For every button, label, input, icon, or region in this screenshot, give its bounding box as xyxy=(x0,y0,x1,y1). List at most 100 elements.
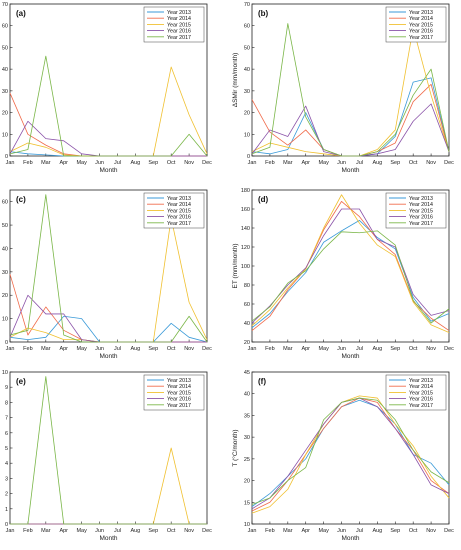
legend-entry: Year 2016 xyxy=(409,29,433,35)
panel-e: Jan Feb Mar Apr May Jun Jul Aug Sep Oct Nov Dec 0 1 2 3… xyxy=(2,370,212,542)
x-tick-label: May xyxy=(318,528,329,534)
y-tick-label: 30 xyxy=(2,89,8,95)
x-tick-label: Jan xyxy=(248,160,257,166)
legend-entry: Year 2016 xyxy=(409,397,433,403)
y-tick-label: 2 xyxy=(5,492,8,498)
y-tick-label: 70 xyxy=(2,2,8,8)
y-tick-label: 40 xyxy=(244,67,250,73)
x-tick-label: Aug xyxy=(130,160,140,166)
y-axis-label: ET (mm/month) xyxy=(232,243,239,288)
series-line-year-2017 xyxy=(251,397,450,505)
y-tick-label: 40 xyxy=(2,246,8,252)
x-tick-label: Sep xyxy=(390,346,400,352)
legend-entry: Year 2013 xyxy=(167,10,191,16)
y-tick-label: 60 xyxy=(244,302,250,308)
y-tick-label: 140 xyxy=(241,226,250,232)
x-tick-label: Feb xyxy=(23,528,32,534)
y-tick-label: 50 xyxy=(2,223,8,229)
x-tick-label: Nov xyxy=(426,160,436,166)
legend-entry: Year 2014 xyxy=(409,384,433,390)
x-axis-label: Month xyxy=(341,353,359,360)
x-tick-label: Mar xyxy=(283,346,293,352)
x-tick-label: Apr xyxy=(301,160,310,166)
y-tick-label: 10 xyxy=(2,317,8,323)
legend-entry: Year 2015 xyxy=(167,208,191,214)
y-tick-label: 60 xyxy=(2,24,8,30)
y-tick-label: 45 xyxy=(244,370,250,376)
panel-label: (a) xyxy=(16,9,26,18)
series-line-year-2013 xyxy=(251,399,450,507)
legend-entry: Year 2016 xyxy=(167,215,191,221)
series-line-year-2015 xyxy=(9,217,208,343)
panel-label: (e) xyxy=(16,377,26,386)
series-line-year-2014 xyxy=(251,397,450,512)
x-tick-label: Jul xyxy=(356,160,363,166)
x-tick-label: Sep xyxy=(148,160,158,166)
x-tick-label: May xyxy=(318,346,329,352)
x-tick-label: Jun xyxy=(337,528,346,534)
legend-entry: Year 2016 xyxy=(409,215,433,221)
y-tick-label: 30 xyxy=(244,435,250,441)
x-tick-label: Oct xyxy=(167,346,176,352)
series-line-year-2014 xyxy=(251,83,450,157)
legend-entry: Year 2017 xyxy=(167,35,191,41)
x-tick-label: Oct xyxy=(409,160,418,166)
y-tick-label: 120 xyxy=(241,245,250,251)
x-tick-label: Dec xyxy=(444,160,454,166)
series-line-year-2016 xyxy=(251,103,450,157)
x-tick-label: Dec xyxy=(444,528,454,534)
y-tick-label: 10 xyxy=(2,132,8,138)
x-axis-label: Month xyxy=(99,353,117,360)
legend-entry: Year 2017 xyxy=(409,221,433,227)
legend-entry: Year 2017 xyxy=(409,35,433,41)
series-line-year-2017 xyxy=(251,23,450,157)
y-tick-label: 40 xyxy=(244,321,250,327)
x-tick-label: Feb xyxy=(23,160,32,166)
x-axis-label: Month xyxy=(99,535,117,542)
y-tick-label: 80 xyxy=(244,283,250,289)
x-tick-label: Aug xyxy=(130,528,140,534)
legend-entry: Year 2015 xyxy=(167,390,191,396)
y-tick-label: 0 xyxy=(5,154,8,160)
y-tick-label: 25 xyxy=(244,457,250,463)
legend-entry: Year 2017 xyxy=(409,403,433,409)
x-tick-label: Jul xyxy=(114,346,121,352)
series-line-year-2016 xyxy=(251,208,450,324)
panel-c: Jan Feb Mar Apr May Jun Jul Aug Sep Oct Nov Dec 0 10 2… xyxy=(2,189,212,360)
x-tick-label: Mar xyxy=(283,160,293,166)
x-tick-label: Feb xyxy=(265,528,274,534)
x-tick-label: Nov xyxy=(184,346,194,352)
y-tick-label: 0 xyxy=(5,522,8,528)
x-tick-label: Jan xyxy=(6,528,15,534)
x-tick-label: May xyxy=(76,160,87,166)
y-tick-label: 10 xyxy=(244,522,250,528)
x-tick-label: Nov xyxy=(426,528,436,534)
x-tick-label: Sep xyxy=(390,528,400,534)
y-tick-label: 70 xyxy=(244,2,250,8)
x-tick-label: Mar xyxy=(41,528,51,534)
y-tick-label: 10 xyxy=(244,132,250,138)
x-tick-label: Oct xyxy=(409,346,418,352)
x-tick-label: Jun xyxy=(337,160,346,166)
y-tick-label: 15 xyxy=(244,500,250,506)
legend-entry: Year 2017 xyxy=(167,221,191,227)
series-line-year-2016 xyxy=(9,294,207,343)
y-tick-label: 3 xyxy=(5,476,8,482)
x-tick-label: Sep xyxy=(148,346,158,352)
y-tick-label: 100 xyxy=(241,264,250,270)
x-tick-label: May xyxy=(318,160,329,166)
x-tick-label: Mar xyxy=(41,346,51,352)
x-tick-label: Sep xyxy=(148,528,158,534)
x-tick-label: Jul xyxy=(114,160,121,166)
x-tick-label: Dec xyxy=(202,346,212,352)
y-tick-label: 4 xyxy=(5,461,8,467)
x-tick-label: Aug xyxy=(372,346,382,352)
plot-frame xyxy=(251,371,450,525)
x-tick-label: Feb xyxy=(265,346,274,352)
legend-entry: Year 2015 xyxy=(167,22,191,28)
y-tick-label: 20 xyxy=(244,111,250,117)
panel-d: Jan Feb Mar Apr May Jun Jul Aug Sep Oct Nov Dec 20 40… xyxy=(232,188,454,360)
